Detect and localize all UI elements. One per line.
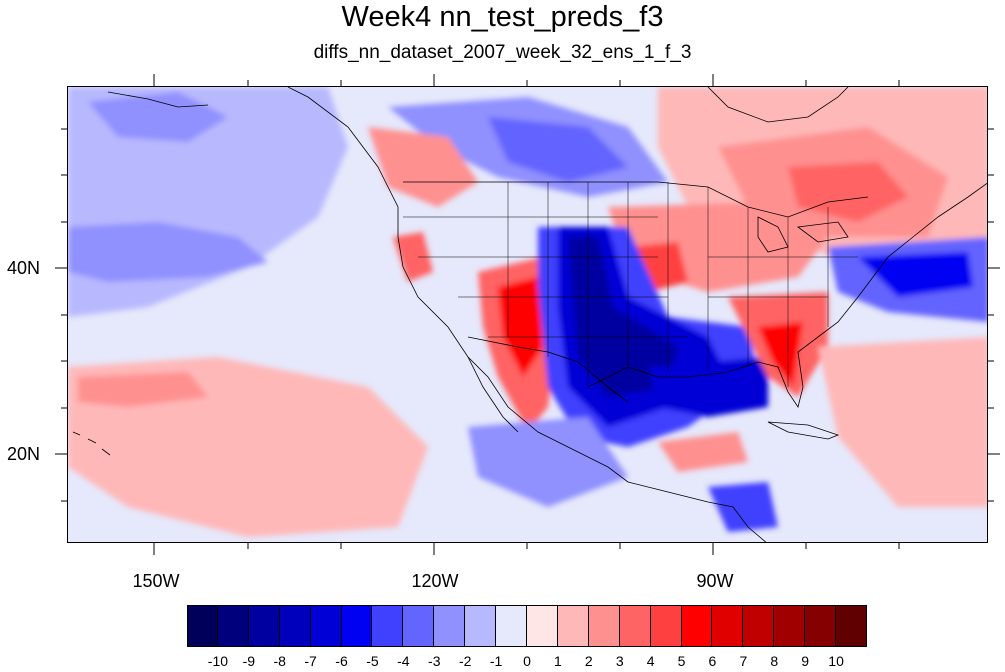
- colorbar-box: [279, 605, 311, 647]
- anomaly-atlantic-core: [858, 252, 973, 297]
- colorbar-label: -4: [397, 653, 410, 669]
- colorbar-label: 1: [554, 653, 562, 669]
- anomaly-subtropical-pacific-core: [78, 372, 208, 407]
- anomaly-canada-blue-core: [488, 117, 628, 182]
- state-lines: [403, 182, 858, 387]
- anomaly-east-atlantic: [818, 337, 987, 507]
- colorbar-box: [712, 605, 744, 647]
- colorbar-label: 10: [828, 653, 844, 669]
- colorbar-outline: [187, 605, 867, 647]
- colorbar-box: [588, 605, 620, 647]
- colorbar-label: 6: [708, 653, 717, 669]
- state-borders: [403, 182, 858, 387]
- colorbar-box: [805, 605, 837, 647]
- chart-subtitle: diffs_nn_dataset_2007_week_32_ens_1_f_3: [313, 42, 692, 63]
- colorbar-label: 8: [770, 653, 779, 669]
- colorbar-box: [650, 605, 682, 647]
- colorbar-box: [434, 605, 466, 647]
- colorbar-box: [403, 605, 435, 647]
- colorbar-box: [465, 605, 497, 647]
- anomaly-caribbean: [658, 432, 748, 472]
- colorbar-label: 5: [677, 653, 686, 669]
- hawaii: [72, 431, 111, 456]
- colorbar: [187, 605, 867, 647]
- cuba: [767, 421, 840, 440]
- alaska-islands: [107, 91, 209, 108]
- colorbar-box: [496, 605, 527, 647]
- anomaly-map: [68, 87, 987, 542]
- colorbar-label: 2: [584, 653, 593, 669]
- colorbar-label: -10: [207, 653, 229, 669]
- anomaly-southwest-core: [498, 277, 543, 377]
- colorbar-box: [619, 605, 651, 647]
- colorbar-box: [557, 605, 589, 647]
- north-america-coast: [287, 87, 767, 542]
- lon-label-120w: 120W: [411, 571, 459, 591]
- lat-label-20n: 20N: [6, 444, 40, 464]
- colorbar-box: [341, 605, 373, 647]
- anomaly-central-canada-peak: [788, 162, 908, 222]
- colorbar-label: -3: [428, 653, 441, 669]
- colorbar-box: [743, 605, 775, 647]
- gulf-coast: [587, 182, 987, 408]
- great-lakes: [757, 216, 849, 253]
- colorbar-label: -7: [304, 653, 317, 669]
- anomaly-fields: [68, 87, 987, 537]
- colorbar-box: [310, 605, 342, 647]
- anomaly-eastern-pacific: [468, 417, 628, 507]
- anomaly-california: [393, 232, 433, 282]
- colorbar-label: 7: [739, 653, 748, 669]
- colorbar-box: [372, 605, 404, 647]
- colorbar-box: [774, 605, 806, 647]
- colorbar-label: -1: [489, 653, 503, 669]
- chart-title: Week4 nn_test_preds_f3: [341, 1, 664, 33]
- lat-label-40n: 40N: [6, 258, 40, 278]
- anomaly-central-america-blue: [708, 482, 778, 532]
- anomaly-southeast-core: [758, 322, 803, 387]
- hudson-bay: [707, 87, 849, 123]
- colorbar-label: -2: [458, 653, 472, 669]
- anomaly-great-plains-peak: [568, 237, 678, 397]
- baja-peninsula: [467, 356, 519, 433]
- colorbar-box: [527, 605, 558, 647]
- anomaly-gulf: [648, 357, 768, 417]
- colorbar-label: -8: [273, 653, 286, 669]
- colorbar-label: 9: [801, 653, 810, 669]
- colorbar-label: 3: [615, 653, 624, 669]
- colorbar-box: [681, 605, 713, 647]
- lon-label-150w: 150W: [132, 571, 180, 591]
- anomaly-alaska-gulf: [88, 92, 228, 142]
- colorbar-label: -6: [335, 653, 348, 669]
- colorbar-box: [187, 605, 218, 647]
- colorbar-label: 4: [646, 653, 655, 669]
- colorbar-label: -5: [366, 653, 379, 669]
- anomaly-pacific-nw: [368, 127, 478, 207]
- colorbar-box: [217, 605, 249, 647]
- lon-label-90w: 90W: [696, 571, 734, 591]
- colorbar-box: [248, 605, 280, 647]
- map-panel: [67, 86, 988, 543]
- anomaly-north-pacific-core: [68, 222, 268, 282]
- colorbar-label: -9: [242, 653, 256, 669]
- us-mexico-border: [467, 336, 629, 403]
- colorbar-label: 0: [523, 653, 531, 669]
